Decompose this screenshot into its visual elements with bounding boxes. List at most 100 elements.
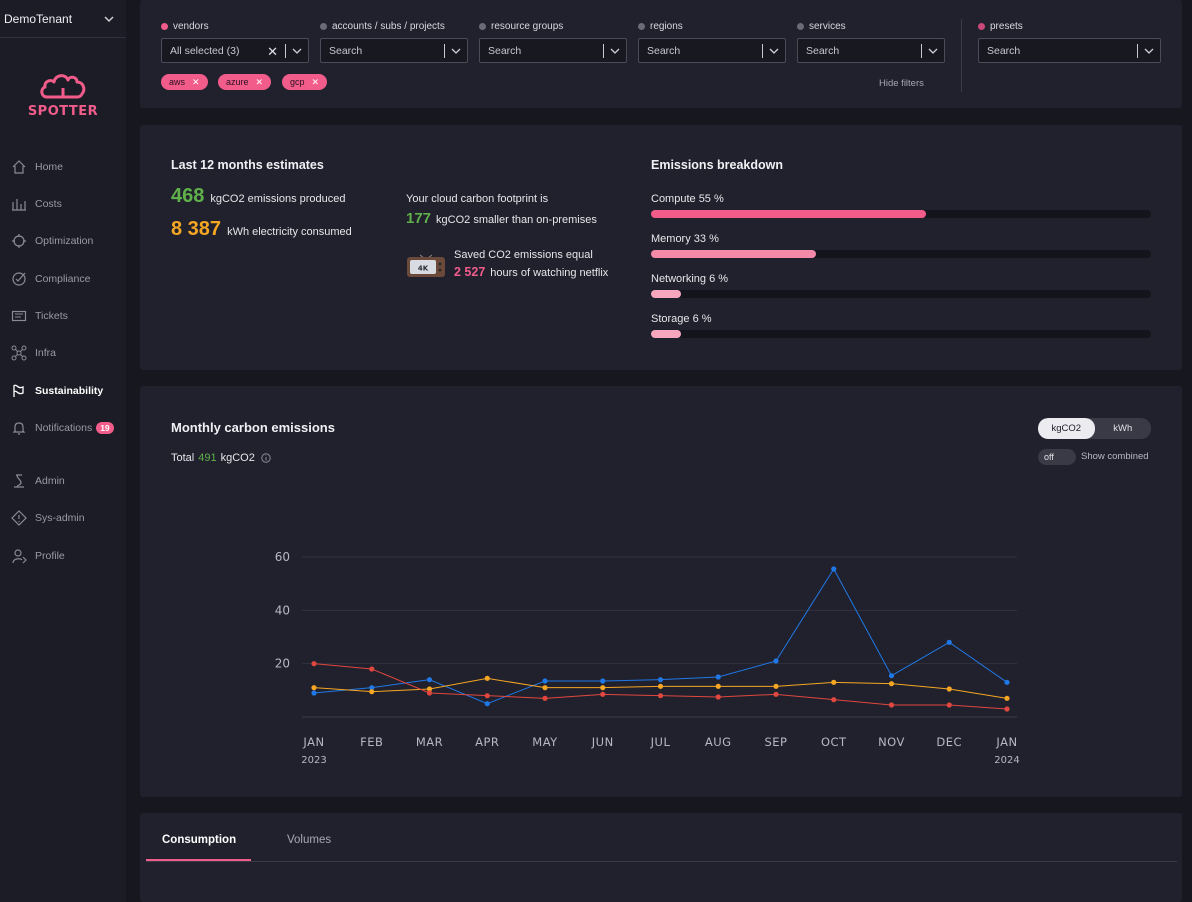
sidebar-item-home[interactable]: Home bbox=[10, 157, 63, 177]
x-tick-label: SEP bbox=[764, 735, 787, 749]
sidebar-item-infra[interactable]: Infra bbox=[10, 343, 56, 363]
filter-label: accounts / subs / projects bbox=[332, 20, 445, 32]
data-point bbox=[657, 683, 664, 689]
regions-select[interactable]: Search bbox=[638, 38, 786, 63]
data-point bbox=[946, 639, 952, 645]
notifications-badge: 19 bbox=[96, 422, 114, 434]
data-point bbox=[369, 685, 375, 691]
filter-label: services bbox=[809, 20, 846, 32]
footprint-label: kgCO2 smaller than on-premises bbox=[436, 214, 597, 226]
unit-toggle-kgco2[interactable]: kgCO2 bbox=[1038, 418, 1095, 439]
close-icon[interactable]: ✕ bbox=[192, 76, 200, 87]
divider bbox=[961, 19, 962, 92]
close-icon[interactable]: ✕ bbox=[311, 76, 320, 87]
sidebar-item-label: Notifications bbox=[35, 422, 93, 434]
unit-toggle-kwh[interactable]: kWh bbox=[1113, 423, 1133, 434]
sidebar-item-tickets[interactable]: Tickets bbox=[10, 306, 68, 326]
close-icon[interactable]: ✕ bbox=[255, 76, 264, 87]
dot-icon bbox=[797, 22, 804, 30]
chevron-down-icon[interactable] bbox=[610, 46, 620, 56]
data-point bbox=[657, 693, 664, 699]
services-select[interactable]: Search bbox=[797, 38, 945, 63]
chevron-down-icon[interactable] bbox=[451, 46, 461, 56]
data-point bbox=[311, 690, 317, 696]
data-point bbox=[426, 690, 433, 696]
accounts-select[interactable]: Search bbox=[320, 38, 468, 63]
tenant-name: DemoTenant bbox=[4, 12, 73, 26]
data-point bbox=[542, 678, 548, 684]
unit-toggle: kgCO2 kWh bbox=[1038, 418, 1151, 439]
data-point bbox=[773, 658, 779, 664]
chip-azure[interactable]: azure ✕ bbox=[218, 74, 272, 90]
sidebar-item-sustainability[interactable]: Sustainability bbox=[10, 381, 103, 401]
y-tick-label: 40 bbox=[275, 603, 290, 617]
data-point bbox=[1004, 706, 1010, 712]
filter-label: presets bbox=[990, 20, 1023, 32]
data-point bbox=[369, 689, 375, 695]
data-point bbox=[484, 701, 490, 707]
x-tick-label: DEC bbox=[936, 735, 962, 749]
x-tick-label: JUN bbox=[591, 735, 614, 749]
sidebar-item-optimization[interactable]: Optimization bbox=[10, 231, 93, 251]
sidebar-item-label: Infra bbox=[35, 347, 57, 359]
vendors-select[interactable]: All selected (3) ✕ bbox=[161, 38, 309, 63]
show-combined-switch[interactable]: off bbox=[1038, 449, 1076, 465]
clear-icon[interactable]: ✕ bbox=[267, 44, 278, 59]
sidebar-item-label: Profile bbox=[35, 550, 65, 562]
chip-label: aws bbox=[169, 77, 186, 87]
sidebar-item-sys-admin[interactable]: Sys-admin bbox=[10, 508, 85, 528]
breakdown-fill bbox=[651, 330, 681, 338]
x-tick-label: MAY bbox=[532, 735, 558, 749]
resource-groups-select[interactable]: Search bbox=[479, 38, 627, 63]
x-tick-sublabel: 2024 bbox=[994, 755, 1019, 766]
chevron-down-icon[interactable] bbox=[769, 46, 779, 56]
tv-label: 4K bbox=[418, 265, 429, 273]
admin-icon bbox=[10, 472, 28, 490]
breakdown-title: Emissions breakdown bbox=[651, 158, 783, 172]
tab-consumption[interactable]: Consumption bbox=[162, 834, 237, 846]
switch-state: off bbox=[1044, 452, 1054, 462]
resource-groups-placeholder: Search bbox=[488, 44, 522, 57]
electricity-label: kWh electricity consumed bbox=[227, 226, 352, 238]
footprint-title: Your cloud carbon footprint is bbox=[406, 193, 549, 205]
regions-placeholder: Search bbox=[647, 44, 681, 57]
presets-placeholder: Search bbox=[987, 44, 1021, 57]
chevron-down-icon[interactable] bbox=[292, 46, 302, 56]
data-point bbox=[311, 685, 317, 691]
compliance-icon bbox=[10, 270, 28, 288]
data-point bbox=[888, 681, 895, 687]
spotter-logo[interactable]: SPOTTER bbox=[18, 70, 108, 126]
chip-gcp[interactable]: gcp ✕ bbox=[282, 74, 328, 90]
dot-icon bbox=[638, 22, 645, 30]
chip-label: azure bbox=[226, 77, 249, 87]
filter-label: resource groups bbox=[491, 20, 564, 32]
tab-volumes[interactable]: Volumes bbox=[287, 834, 332, 846]
data-point bbox=[600, 691, 606, 697]
profile-icon bbox=[10, 547, 28, 565]
chevron-down-icon[interactable] bbox=[928, 46, 938, 56]
x-tick-label: JAN bbox=[995, 735, 1017, 749]
sidebar-item-compliance[interactable]: Compliance bbox=[10, 269, 90, 289]
sidebar-item-profile[interactable]: Profile bbox=[10, 546, 65, 566]
x-tick-sublabel: 2023 bbox=[301, 755, 326, 766]
tabs-panel bbox=[140, 813, 1182, 902]
data-point bbox=[484, 675, 490, 681]
dot-icon bbox=[479, 22, 486, 30]
sidebar-item-admin[interactable]: Admin bbox=[10, 471, 65, 491]
tabs-divider bbox=[146, 861, 1177, 862]
sidebar: DemoTenant SPOTTER Home Costs Optimizati… bbox=[0, 0, 126, 902]
services-placeholder: Search bbox=[806, 44, 840, 57]
tenant-selector[interactable]: DemoTenant bbox=[4, 10, 122, 28]
data-point bbox=[426, 686, 433, 692]
sidebar-item-costs[interactable]: Costs bbox=[10, 194, 62, 214]
info-icon[interactable] bbox=[261, 453, 271, 463]
sidebar-item-notifications[interactable]: Notifications 19 bbox=[10, 418, 114, 438]
x-tick-label: MAR bbox=[416, 735, 443, 749]
bell-icon bbox=[10, 419, 28, 437]
sidebar-item-label: Home bbox=[35, 161, 64, 173]
chip-aws[interactable]: aws ✕ bbox=[161, 74, 208, 90]
hide-filters-link[interactable]: Hide filters bbox=[879, 78, 924, 89]
x-tick-label: OCT bbox=[821, 735, 847, 749]
presets-select[interactable]: Search bbox=[978, 38, 1161, 63]
chevron-down-icon[interactable] bbox=[1144, 46, 1154, 56]
